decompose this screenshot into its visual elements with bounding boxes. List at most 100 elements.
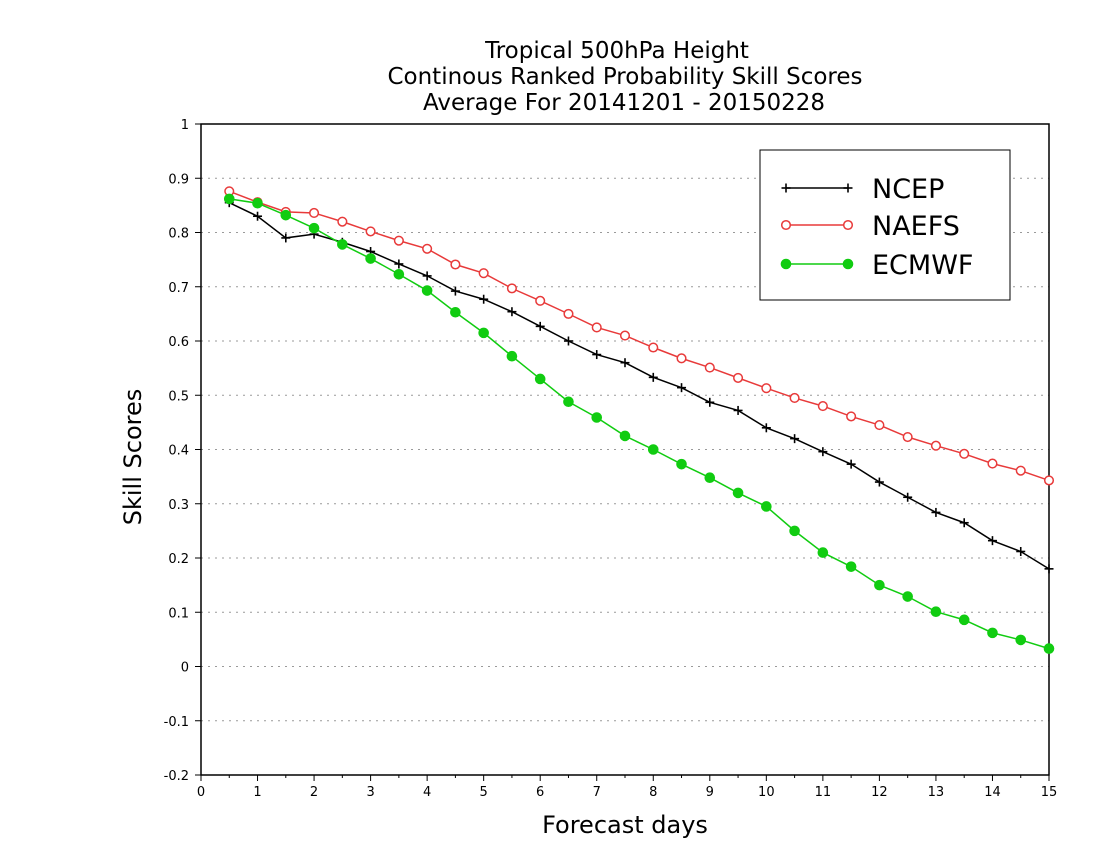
data-point-naefs	[733, 372, 744, 383]
y-tick-label: 0	[181, 661, 189, 676]
data-point-ncep	[959, 518, 969, 528]
data-point-ecmwf	[1043, 643, 1055, 654]
data-point-ecmwf	[845, 561, 857, 572]
data-point-naefs	[902, 431, 913, 443]
legend-label-ecmwf: ECMWF	[872, 250, 973, 281]
data-point-naefs	[478, 268, 489, 279]
data-point-ncep	[507, 307, 517, 317]
data-point-ecmwf	[450, 306, 461, 318]
data-point-ecmwf	[761, 501, 772, 512]
data-point-ecmwf	[337, 239, 348, 250]
data-point-ncep	[422, 271, 432, 281]
data-point-ncep	[790, 434, 800, 444]
data-point-ncep	[563, 336, 573, 346]
data-point-naefs	[591, 322, 602, 333]
legend-entry-ncep: NCEP	[781, 174, 944, 205]
data-point-naefs	[874, 420, 885, 431]
x-tick-label: 12	[871, 785, 888, 800]
data-point-ecmwf	[534, 373, 546, 385]
data-point-naefs	[1015, 465, 1026, 476]
data-point-naefs	[930, 440, 941, 451]
data-point-naefs	[393, 235, 404, 246]
x-tick-label: 5	[480, 785, 488, 800]
data-point-ecmwf	[252, 197, 263, 209]
data-point-ecmwf	[563, 396, 574, 408]
data-point-ecmwf	[902, 591, 913, 602]
data-point-naefs	[365, 226, 376, 237]
data-point-ecmwf	[421, 285, 433, 296]
data-point-ncep	[394, 259, 404, 269]
y-tick-label: 0.2	[168, 552, 189, 567]
chart-title-line-3: Average For 20141201 - 20150228	[423, 90, 825, 116]
data-point-ncep	[677, 383, 687, 393]
y-tick-label: 0.8	[168, 227, 189, 242]
x-tick-label: 3	[366, 785, 374, 800]
data-point-ncep	[592, 350, 602, 360]
x-tick-label: 4	[423, 785, 431, 800]
data-point-ncep	[479, 294, 489, 304]
x-tick-label: 10	[758, 785, 775, 800]
legend-label-naefs: NAEFS	[872, 211, 960, 242]
data-point-naefs	[1043, 475, 1055, 486]
legend-marker-ncep	[781, 183, 791, 193]
gridlines	[201, 177, 1049, 722]
x-tick-label: 1	[253, 785, 261, 800]
data-point-ncep	[874, 477, 884, 487]
legend-marker-ecmwf	[780, 258, 792, 270]
y-tick-label: 0.1	[168, 606, 189, 621]
y-tick-label: 0.4	[168, 444, 189, 459]
data-point-naefs	[987, 458, 998, 469]
data-point-ncep	[705, 397, 715, 407]
data-point-naefs	[563, 308, 574, 319]
data-point-ecmwf	[619, 430, 631, 442]
x-axis-ticks: 0 1 2 3 4 5 6 7 8 9 10 11 12 13 14 15	[197, 775, 1057, 800]
data-point-ecmwf	[958, 614, 970, 626]
x-axis-label: Forecast days	[542, 811, 708, 839]
chart-title: Tropical 500hPa Height Continous Ranked …	[387, 38, 862, 116]
data-point-ncep	[846, 459, 856, 469]
data-point-naefs	[506, 283, 517, 294]
data-point-ncep	[903, 492, 913, 502]
data-point-naefs	[422, 243, 433, 254]
data-point-naefs	[817, 401, 828, 412]
data-point-ncep	[648, 372, 658, 382]
data-point-ncep	[931, 507, 941, 517]
data-point-ecmwf	[817, 547, 829, 558]
data-point-ncep	[620, 358, 630, 368]
x-tick-label: 8	[649, 785, 657, 800]
y-tick-label: 0.6	[168, 335, 189, 350]
data-point-ncep	[253, 211, 263, 221]
data-point-ecmwf	[732, 487, 744, 499]
data-point-ecmwf	[874, 579, 885, 591]
data-point-naefs	[704, 362, 715, 373]
data-point-ncep	[281, 233, 291, 243]
data-point-naefs	[959, 448, 970, 459]
data-point-naefs	[648, 342, 659, 353]
x-tick-label: 6	[536, 785, 544, 800]
data-point-naefs	[450, 259, 461, 270]
x-tick-label: 11	[815, 785, 832, 800]
legend-label-ncep: NCEP	[872, 174, 944, 205]
data-point-ncep	[1044, 564, 1054, 574]
series-line-ncep	[228, 201, 1050, 570]
chart-title-line-2: Continous Ranked Probability Skill Score…	[387, 64, 862, 90]
x-tick-label: 9	[706, 785, 714, 800]
data-point-ecmwf	[789, 525, 800, 537]
data-point-ecmwf	[676, 458, 687, 470]
y-tick-label: -0.1	[164, 715, 189, 730]
data-point-ncep	[818, 447, 828, 457]
legend-marker-ncep	[843, 183, 853, 193]
data-point-ecmwf	[393, 268, 405, 280]
x-tick-label: 2	[310, 785, 318, 800]
y-tick-label: 0.7	[168, 281, 189, 296]
data-point-ecmwf	[704, 472, 716, 484]
data-point-naefs	[309, 207, 320, 219]
y-axis-label: Skill Scores	[119, 389, 147, 526]
data-point-naefs	[761, 383, 772, 394]
y-tick-label: 0.9	[168, 172, 189, 187]
y-tick-label: -0.2	[164, 769, 189, 784]
data-point-ecmwf	[647, 444, 659, 455]
data-point-naefs	[535, 295, 546, 306]
data-point-ecmwf	[365, 253, 376, 264]
